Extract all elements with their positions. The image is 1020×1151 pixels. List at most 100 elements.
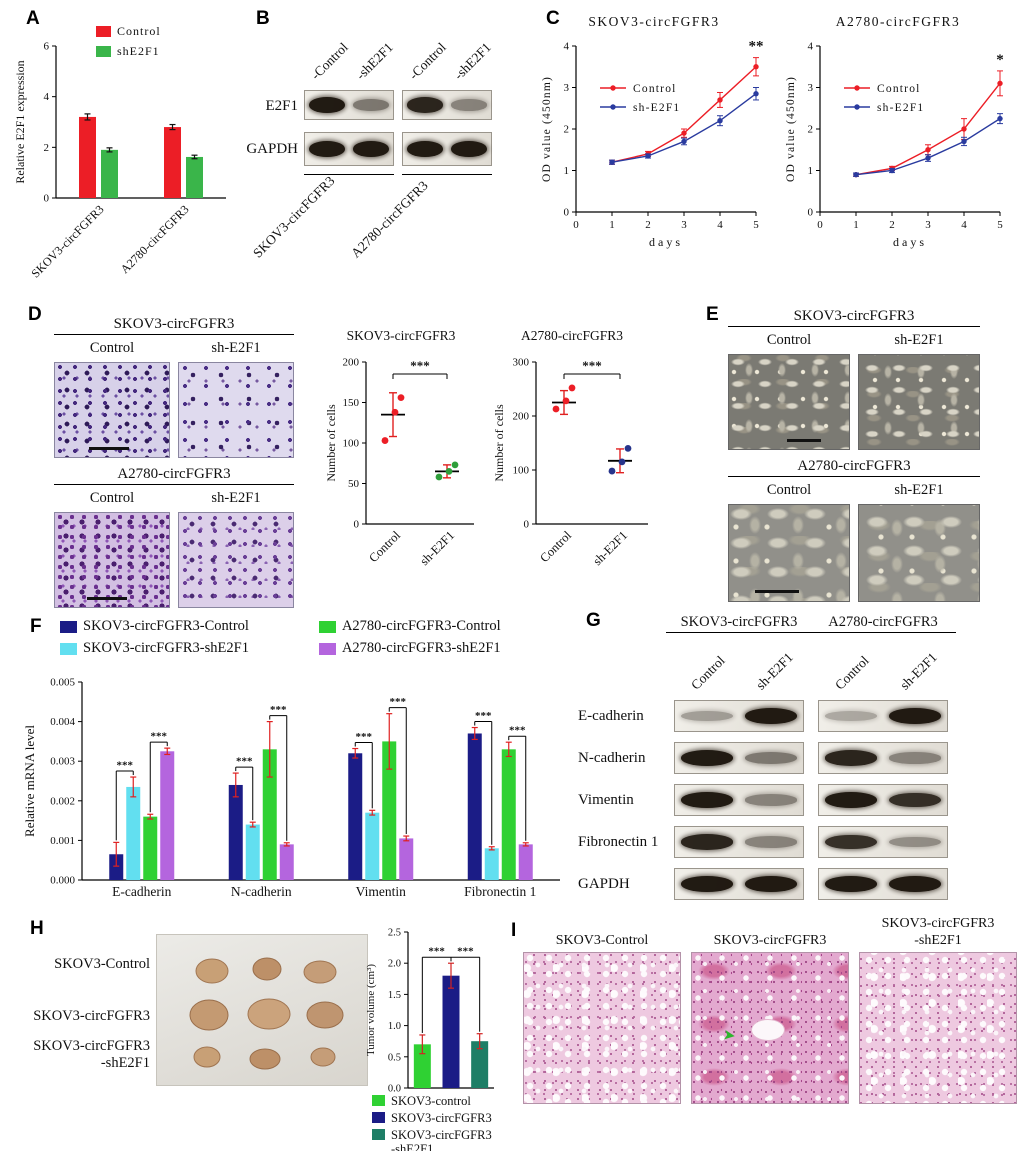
panel-f-letter: F (30, 616, 42, 637)
panel-e-letter: E (706, 304, 719, 325)
histology-image-skov3-circfgfr3: ➤ (691, 952, 849, 1104)
svg-text:sh-E2F1: sh-E2F1 (877, 102, 924, 114)
svg-text:4: 4 (961, 219, 967, 231)
legend-label: SKOV3-control (391, 1094, 471, 1108)
svg-text:N-cadherin: N-cadherin (231, 884, 292, 899)
group-underline (402, 174, 492, 175)
svg-text:0: 0 (573, 219, 579, 231)
panel-a-letter: A (26, 8, 40, 29)
transwell-image-a2780-shE2F1 (178, 512, 294, 608)
svg-text:0.001: 0.001 (50, 835, 75, 847)
svg-text:0: 0 (808, 207, 814, 219)
histology-image-skov3-control (523, 952, 681, 1104)
svg-text:2: 2 (645, 219, 651, 231)
svg-text:2: 2 (564, 124, 570, 136)
svg-text:0.004: 0.004 (50, 716, 75, 728)
svg-text:Control: Control (537, 528, 574, 565)
svg-text:0: 0 (44, 193, 50, 205)
skov3-cell-count-scatter: 0 50 100 150 200 Number of cells Control sh-E2F… (322, 346, 480, 586)
svg-text:4: 4 (808, 41, 814, 53)
svg-text:4: 4 (564, 41, 570, 53)
blot-band (451, 99, 487, 111)
svg-text:***: *** (236, 756, 253, 768)
morphology-col-label: sh-E2F1 (894, 332, 944, 348)
blot-strip (818, 868, 948, 900)
blot-band (407, 141, 443, 157)
blot-band (681, 834, 733, 850)
cck8-chart-title: A2780-circFGFR3 (835, 14, 961, 29)
panel-g: G SKOV3-circFGFR3 A2780-circFGFR3 Contro… (570, 602, 1020, 914)
a2780-proliferation-line-chart: 0 1 2 3 4 5 0 1 2 3 4 days OD value (450nm) Control sh… (782, 34, 1014, 252)
svg-text:5: 5 (753, 219, 759, 231)
svg-text:***: *** (509, 725, 526, 737)
svg-text:0: 0 (564, 207, 570, 219)
morphology-col-label: sh-E2F1 (894, 482, 944, 498)
blot-col-label: Control (831, 652, 872, 693)
svg-text:3: 3 (681, 219, 687, 231)
svg-text:0.003: 0.003 (50, 756, 75, 768)
blot-band (745, 876, 797, 892)
tumor-photo (156, 934, 368, 1086)
transwell-col-label: Control (89, 340, 135, 356)
svg-text:0.002: 0.002 (50, 795, 75, 807)
panel-a: A 0 2 4 6 Relative E2F1 expression SKOV3-circ… (8, 4, 240, 296)
blot-col-label: -Control (405, 39, 449, 83)
panel-f: F SKOV3-circFGFR3-Control SKOV3-circFGFR3… (8, 608, 573, 914)
svg-text:2.0: 2.0 (388, 959, 401, 970)
tumor-row-label: SKOV3-Control (54, 956, 150, 972)
legend-item: SKOV3-control (372, 1094, 506, 1108)
svg-text:300: 300 (513, 357, 530, 369)
blot-col-label: sh-E2F1 (896, 649, 940, 693)
blot-band (825, 711, 877, 721)
blot-row-label: GAPDH (578, 876, 630, 892)
blot-band (407, 97, 443, 113)
svg-text:SKOV3-circFGFR3: SKOV3-circFGFR3 (28, 202, 106, 280)
blot-band (825, 876, 877, 892)
legend-label: SKOV3-circFGFR3 (391, 1111, 492, 1125)
legend-swatch (318, 621, 336, 633)
scatD1-svg: 0 50 100 150 200 Number of cells Control sh-E2F… (324, 357, 474, 568)
lineC1-svg: 0 1 2 3 4 5 0 1 2 3 4 days OD value (450nm) Control sh… (541, 39, 764, 249)
green-arrow-icon: ➤ (722, 1025, 738, 1045)
svg-text:sh-E2F1: sh-E2F1 (633, 102, 680, 114)
blot-strip (402, 90, 492, 120)
legend-label: SKOV3-circFGFR3 -shE2F1 (391, 1128, 492, 1151)
svg-text:1: 1 (609, 219, 615, 231)
tumor-row-label: SKOV3-circFGFR3 -shE2F1 (33, 1038, 150, 1072)
blot-col-label: sh-E2F1 (752, 649, 796, 693)
blot-band (681, 710, 733, 722)
blot-strip (674, 742, 804, 774)
morphology-group-title: A2780-circFGFR3 (728, 458, 980, 477)
blot-group-header: SKOV3-circFGFR3 (666, 614, 812, 633)
svg-text:Control: Control (633, 83, 677, 95)
svg-text:2: 2 (808, 124, 814, 136)
svg-text:***: *** (356, 731, 373, 743)
svg-text:***: *** (151, 731, 168, 743)
blot-band (889, 836, 941, 848)
blot-strip (818, 784, 948, 816)
svg-text:Fibronectin 1: Fibronectin 1 (464, 884, 536, 899)
blot-strip (818, 742, 948, 774)
panel-a-legend: Control shE2F1 (96, 24, 161, 59)
transwell-group-title: SKOV3-circFGFR3 (54, 316, 294, 335)
scatter-chart-title: SKOV3-circFGFR3 (346, 328, 456, 343)
svg-text:0: 0 (817, 219, 823, 231)
svg-text:1: 1 (564, 165, 570, 177)
legend-item: SKOV3-circFGFR3 (372, 1111, 506, 1125)
svg-text:Number of cells: Number of cells (324, 404, 338, 482)
svg-text:Relative mRNA level: Relative mRNA level (22, 725, 37, 837)
panel-h-legend: SKOV3-control SKOV3-circFGFR3 SKOV3-circFG… (372, 1094, 506, 1151)
svg-text:***: *** (410, 358, 430, 373)
blot-band (825, 834, 877, 850)
skov3-proliferation-line-chart: 0 1 2 3 4 5 0 1 2 3 4 days OD value (450nm) Control sh… (538, 34, 770, 252)
panel-e: E SKOV3-circFGFR3 Control sh-E2F1 A2780-… (648, 298, 1020, 604)
histology-image-skov3-circfgfr3-shE2F1 (859, 952, 1017, 1104)
svg-text:***: *** (475, 710, 492, 722)
svg-text:***: *** (582, 358, 602, 373)
svg-text:***: *** (457, 946, 474, 958)
legend-swatch (372, 1129, 385, 1140)
svg-text:OD value (450nm): OD value (450nm) (785, 76, 797, 182)
svg-text:days: days (893, 235, 927, 249)
svg-text:Control: Control (366, 528, 403, 565)
blot-band (745, 794, 797, 806)
